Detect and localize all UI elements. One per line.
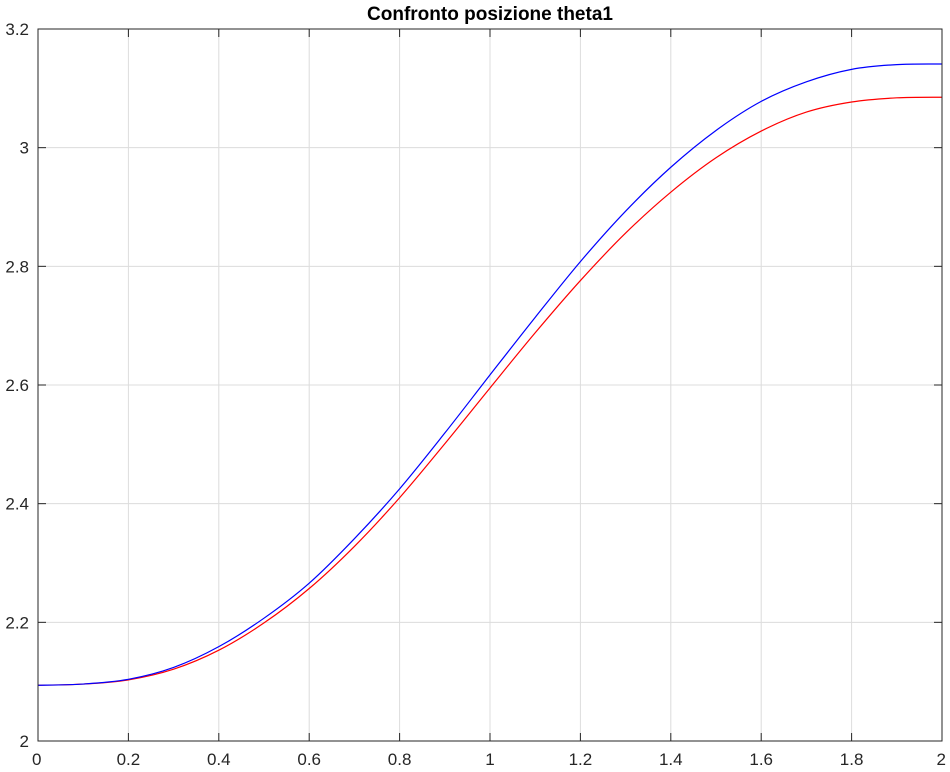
x-tick-labels: 0 0.2 0.4 0.6 0.8 1 1.2 1.4 1.6 1.8 2 xyxy=(32,750,946,769)
y-tick-label: 3 xyxy=(20,139,29,158)
y-tick-labels: 2 2.2 2.4 2.6 2.8 3 3.2 xyxy=(5,20,29,751)
series-lines xyxy=(37,63,943,686)
y-tick-label: 2.2 xyxy=(5,613,29,632)
x-tick-label: 0.8 xyxy=(388,750,412,769)
y-tick-label: 2.8 xyxy=(5,257,29,276)
y-tick-label: 3.2 xyxy=(5,20,29,39)
axis-ticks xyxy=(37,28,943,742)
y-tick-label: 2.6 xyxy=(5,376,29,395)
x-tick-label: 1.8 xyxy=(840,750,864,769)
red-series-line xyxy=(37,96,943,686)
x-tick-label: 0.4 xyxy=(207,750,231,769)
y-tick-label: 2.4 xyxy=(5,495,29,514)
x-tick-label: 0 xyxy=(32,750,41,769)
x-tick-label: 1 xyxy=(485,750,494,769)
x-tick-label: 1.6 xyxy=(749,750,773,769)
x-tick-label: 1.2 xyxy=(569,750,593,769)
x-tick-label: 0.2 xyxy=(117,750,141,769)
chart-title: Confronto posizione theta1 xyxy=(367,4,613,25)
x-tick-label: 2 xyxy=(937,750,946,769)
x-tick-label: 1.4 xyxy=(659,750,683,769)
x-tick-label: 0.6 xyxy=(297,750,321,769)
y-tick-label: 2 xyxy=(20,732,29,751)
blue-series-line xyxy=(37,63,943,686)
